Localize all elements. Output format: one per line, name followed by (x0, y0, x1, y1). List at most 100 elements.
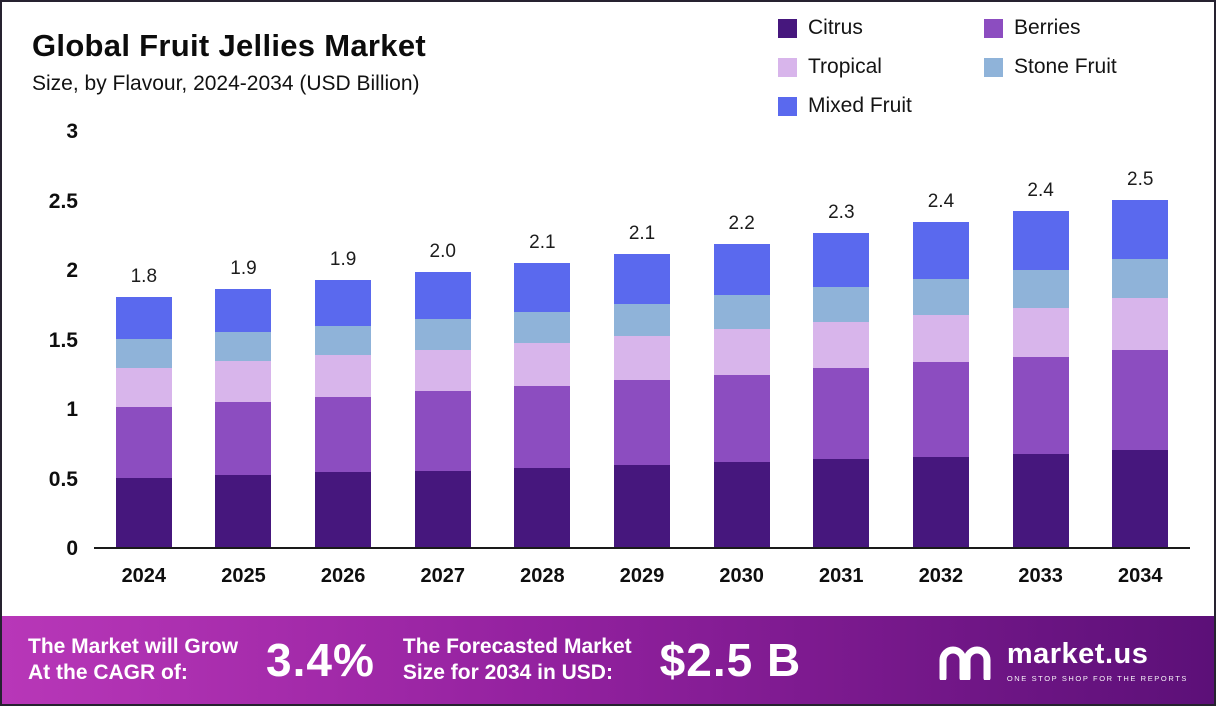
bar-stack (115, 296, 172, 547)
x-tick-label: 2026 (320, 565, 366, 587)
bar-segment-tropical (813, 321, 870, 368)
stacked-bar-chart: 0 0.5 1 1.5 2 2.5 3 1.8 1.9 1.9 2.0 2.1 2.1 2.2 2.3 2.… (30, 120, 1190, 588)
bar-segment-tropical (315, 355, 372, 397)
bar-stack (215, 288, 272, 547)
bar-segment-citrus (315, 471, 372, 547)
chart-header: Global Fruit Jellies Market Size, by Fla… (32, 28, 426, 96)
legend-label: Tropical (808, 55, 882, 78)
bar-stack (713, 244, 770, 547)
bar-group-2028: 2.1 (493, 130, 593, 547)
legend-item-stone-fruit: Stone Fruit (984, 55, 1190, 79)
bar-group-2027: 2.0 (393, 130, 493, 547)
bar-segment-berries (1112, 349, 1169, 450)
bar-total-label: 1.9 (230, 257, 257, 279)
legend-swatch (984, 57, 1003, 77)
legend-item-tropical: Tropical (778, 55, 984, 79)
bar-segment-citrus (115, 477, 172, 547)
bar-segment-citrus (813, 459, 870, 547)
bar-segment-stone-fruit (215, 331, 272, 361)
y-axis: 0 0.5 1 1.5 2 2.5 3 (30, 120, 94, 560)
bar-segment-tropical (713, 328, 770, 375)
bar-segment-berries (713, 374, 770, 463)
x-tick-label: 2032 (918, 565, 964, 587)
forecast-value: $2.5 B (659, 634, 802, 686)
legend-label: Mixed Fruit (808, 94, 912, 117)
bar-segment-tropical (115, 367, 172, 407)
bar-segment-stone-fruit (614, 303, 671, 336)
bar-segment-stone-fruit (315, 326, 372, 356)
bar-stack (1012, 210, 1069, 547)
bar-total-label: 2.0 (429, 240, 456, 262)
bar-segment-berries (1012, 356, 1069, 454)
x-tick-label: 2029 (619, 565, 665, 587)
bar-segment-tropical (1012, 307, 1069, 357)
bar-segment-berries (414, 391, 471, 471)
bar-stack (1112, 199, 1169, 547)
bar-total-label: 2.4 (927, 190, 955, 212)
forecast-label-line1: The Forecasted Market (402, 634, 632, 658)
chart-subtitle: Size, by Flavour, 2024-2034 (USD Billion… (32, 72, 420, 95)
bar-segment-citrus (912, 456, 969, 547)
bar-group-2025: 1.9 (194, 130, 294, 547)
x-tick-label: 2027 (420, 565, 465, 587)
bar-segment-berries (215, 402, 272, 475)
y-tick-label: 0.5 (48, 467, 78, 491)
bar-stack (912, 221, 969, 547)
x-tick-label: 2031 (819, 565, 864, 587)
bar-total-label: 2.1 (628, 222, 656, 244)
bar-segment-stone-fruit (912, 278, 969, 315)
bar-segment-tropical (614, 335, 671, 381)
bar-total-label: 2.5 (1127, 168, 1154, 190)
plot-area: 1.8 1.9 1.9 2.0 2.1 2.1 2.2 2.3 2.4 2.4 2.5 (94, 130, 1190, 549)
bar-group-2031: 2.3 (791, 130, 891, 547)
x-tick-label: 2034 (1117, 565, 1163, 587)
legend-item-citrus: Citrus (778, 16, 984, 40)
bar-segment-mixed-fruit (1112, 199, 1169, 260)
brand-tagline: ONE STOP SHOP FOR THE REPORTS (1006, 673, 1188, 683)
bar-stack (414, 271, 471, 547)
bar-stack (315, 280, 372, 547)
bar-segment-mixed-fruit (315, 280, 372, 327)
bar-segment-stone-fruit (713, 295, 770, 329)
y-tick-label: 1.5 (48, 328, 78, 352)
cagr-label-line2: At the CAGR of: (28, 661, 188, 684)
bar-stack (813, 232, 870, 547)
y-tick-label: 2 (66, 259, 78, 282)
bar-segment-berries (614, 380, 671, 465)
legend-swatch (778, 18, 797, 38)
x-tick-label: 2025 (221, 565, 266, 587)
bar-segment-citrus (414, 470, 471, 547)
footer-banner: The Market will Grow At the CAGR of: 3.4… (2, 616, 1214, 704)
bar-total-label: 2.1 (529, 232, 556, 254)
bar-segment-stone-fruit (115, 338, 172, 368)
brand-text: market.us ONE STOP SHOP FOR THE REPORTS (1007, 638, 1188, 683)
brand-block: market.us ONE STOP SHOP FOR THE REPORTS (937, 638, 1188, 683)
bar-total-label: 1.8 (130, 265, 158, 287)
bar-group-2026: 1.9 (293, 130, 393, 547)
bar-segment-mixed-fruit (813, 232, 870, 288)
x-tick-label: 2024 (121, 565, 167, 587)
bar-segment-berries (115, 406, 172, 478)
bar-segment-citrus (215, 474, 272, 547)
bar-segment-citrus (1112, 449, 1169, 547)
cagr-label-line1: The Market will Grow (28, 634, 239, 658)
bar-segment-mixed-fruit (912, 221, 969, 279)
bar-segment-berries (813, 367, 870, 460)
brand-name: market.us (1006, 637, 1149, 670)
bar-segment-mixed-fruit (713, 244, 770, 296)
bar-segment-tropical (215, 360, 272, 403)
forecast-label: The Forecasted Market Size for 2034 in U… (403, 634, 632, 687)
bar-segment-stone-fruit (514, 312, 571, 343)
bar-group-2033: 2.4 (991, 130, 1091, 547)
marketus-logo-icon (939, 646, 991, 680)
bar-total-label: 1.9 (329, 249, 357, 271)
bar-segment-berries (912, 362, 969, 457)
x-tick-label: 2033 (1018, 565, 1063, 587)
chart-legend: Citrus Berries Tropical Stone Fruit Mixed Fr… (778, 16, 1190, 133)
legend-swatch (984, 18, 1003, 38)
bar-segment-mixed-fruit (1012, 210, 1069, 271)
bar-segment-mixed-fruit (215, 288, 272, 332)
bar-segment-mixed-fruit (115, 296, 172, 339)
cagr-label: The Market will Grow At the CAGR of: (28, 634, 238, 687)
bar-stack (514, 263, 571, 547)
